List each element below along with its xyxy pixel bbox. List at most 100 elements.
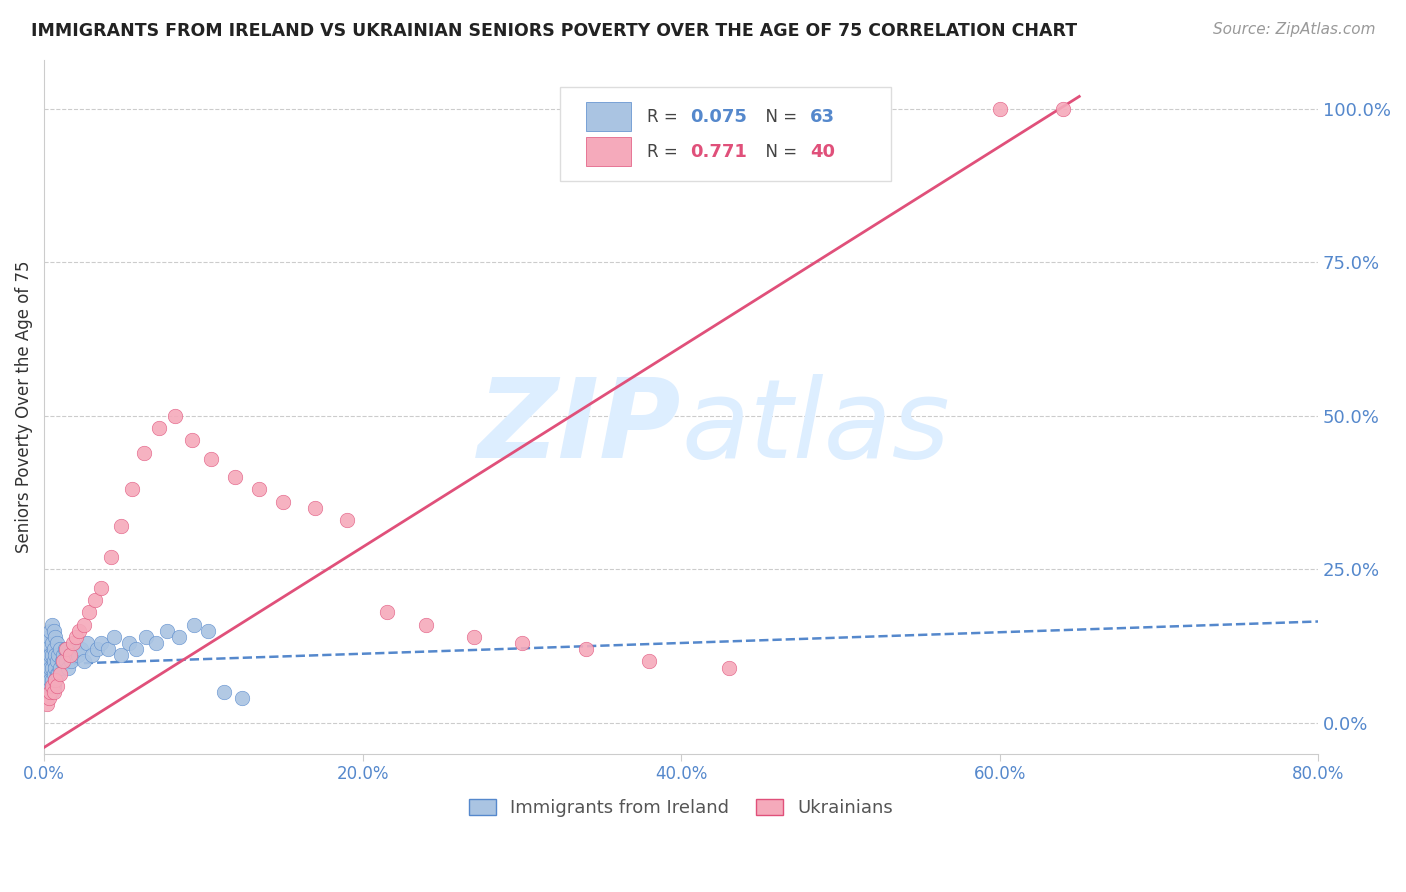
- Point: [38, 630, 60, 644]
- Point: [35, 648, 58, 663]
- Point: [44, 660, 66, 674]
- Point: [271, 494, 294, 508]
- Point: [574, 642, 596, 657]
- Point: [39, 660, 62, 674]
- Point: [60, 654, 83, 668]
- Point: [42, 679, 65, 693]
- Point: [45, 679, 67, 693]
- Point: [35, 673, 58, 687]
- Point: [44, 673, 66, 687]
- Text: atlas: atlas: [681, 374, 949, 481]
- Point: [224, 470, 246, 484]
- Point: [463, 630, 485, 644]
- Point: [181, 434, 204, 448]
- Point: [988, 102, 1011, 116]
- Point: [90, 581, 112, 595]
- Point: [145, 636, 167, 650]
- Text: R =: R =: [647, 108, 683, 126]
- Point: [37, 636, 59, 650]
- Point: [134, 445, 156, 459]
- Legend: Immigrants from Ireland, Ukrainians: Immigrants from Ireland, Ukrainians: [461, 791, 901, 824]
- Point: [37, 660, 59, 674]
- Point: [62, 636, 84, 650]
- Point: [212, 685, 235, 699]
- Y-axis label: Seniors Poverty Over the Age of 75: Seniors Poverty Over the Age of 75: [15, 260, 32, 553]
- Text: 0.075: 0.075: [690, 108, 747, 126]
- Text: N =: N =: [755, 143, 803, 161]
- Text: 0.771: 0.771: [690, 143, 747, 161]
- Point: [38, 666, 60, 681]
- Point: [197, 624, 219, 638]
- Point: [100, 549, 122, 564]
- Point: [110, 519, 132, 533]
- Point: [49, 642, 72, 657]
- Point: [39, 648, 62, 663]
- Point: [51, 654, 73, 668]
- Point: [231, 691, 253, 706]
- Point: [38, 691, 60, 706]
- Point: [73, 617, 96, 632]
- Point: [38, 654, 60, 668]
- Point: [55, 642, 77, 657]
- Point: [90, 636, 112, 650]
- Point: [103, 630, 125, 644]
- Point: [638, 654, 661, 668]
- Point: [42, 624, 65, 638]
- Text: IMMIGRANTS FROM IRELAND VS UKRAINIAN SENIORS POVERTY OVER THE AGE OF 75 CORRELAT: IMMIGRANTS FROM IRELAND VS UKRAINIAN SEN…: [31, 22, 1077, 40]
- FancyBboxPatch shape: [585, 137, 631, 166]
- Point: [44, 630, 66, 644]
- Point: [58, 648, 80, 663]
- Text: 63: 63: [810, 108, 835, 126]
- Point: [336, 513, 359, 527]
- Point: [415, 617, 437, 632]
- Point: [42, 685, 65, 699]
- Point: [86, 642, 108, 657]
- Point: [41, 673, 63, 687]
- Point: [39, 624, 62, 638]
- Point: [53, 642, 76, 657]
- Point: [58, 648, 80, 663]
- Point: [304, 500, 326, 515]
- Point: [42, 642, 65, 657]
- Point: [44, 673, 66, 687]
- Point: [84, 593, 107, 607]
- Point: [41, 685, 63, 699]
- Point: [169, 630, 191, 644]
- Point: [38, 679, 60, 693]
- Point: [39, 685, 62, 699]
- Point: [41, 617, 63, 632]
- Text: Source: ZipAtlas.com: Source: ZipAtlas.com: [1212, 22, 1375, 37]
- Point: [55, 654, 77, 668]
- Point: [121, 483, 143, 497]
- Point: [69, 642, 91, 657]
- Point: [48, 648, 70, 663]
- Point: [1052, 102, 1074, 116]
- Point: [148, 421, 170, 435]
- Text: 40: 40: [810, 143, 835, 161]
- Point: [45, 636, 67, 650]
- Point: [80, 648, 103, 663]
- Point: [375, 605, 398, 619]
- Point: [183, 617, 205, 632]
- Point: [97, 642, 120, 657]
- Text: ZIP: ZIP: [478, 374, 681, 481]
- Text: N =: N =: [755, 108, 803, 126]
- Point: [37, 698, 59, 712]
- Point: [45, 666, 67, 681]
- Point: [42, 654, 65, 668]
- Point: [125, 642, 148, 657]
- Point: [510, 636, 533, 650]
- Point: [247, 483, 270, 497]
- Point: [48, 666, 70, 681]
- Point: [63, 642, 86, 657]
- Point: [163, 409, 186, 423]
- Point: [66, 648, 89, 663]
- Point: [65, 630, 87, 644]
- Point: [717, 660, 740, 674]
- Text: R =: R =: [647, 143, 683, 161]
- Point: [49, 660, 72, 674]
- Point: [56, 660, 79, 674]
- Point: [73, 654, 96, 668]
- FancyBboxPatch shape: [560, 87, 891, 181]
- Point: [52, 648, 75, 663]
